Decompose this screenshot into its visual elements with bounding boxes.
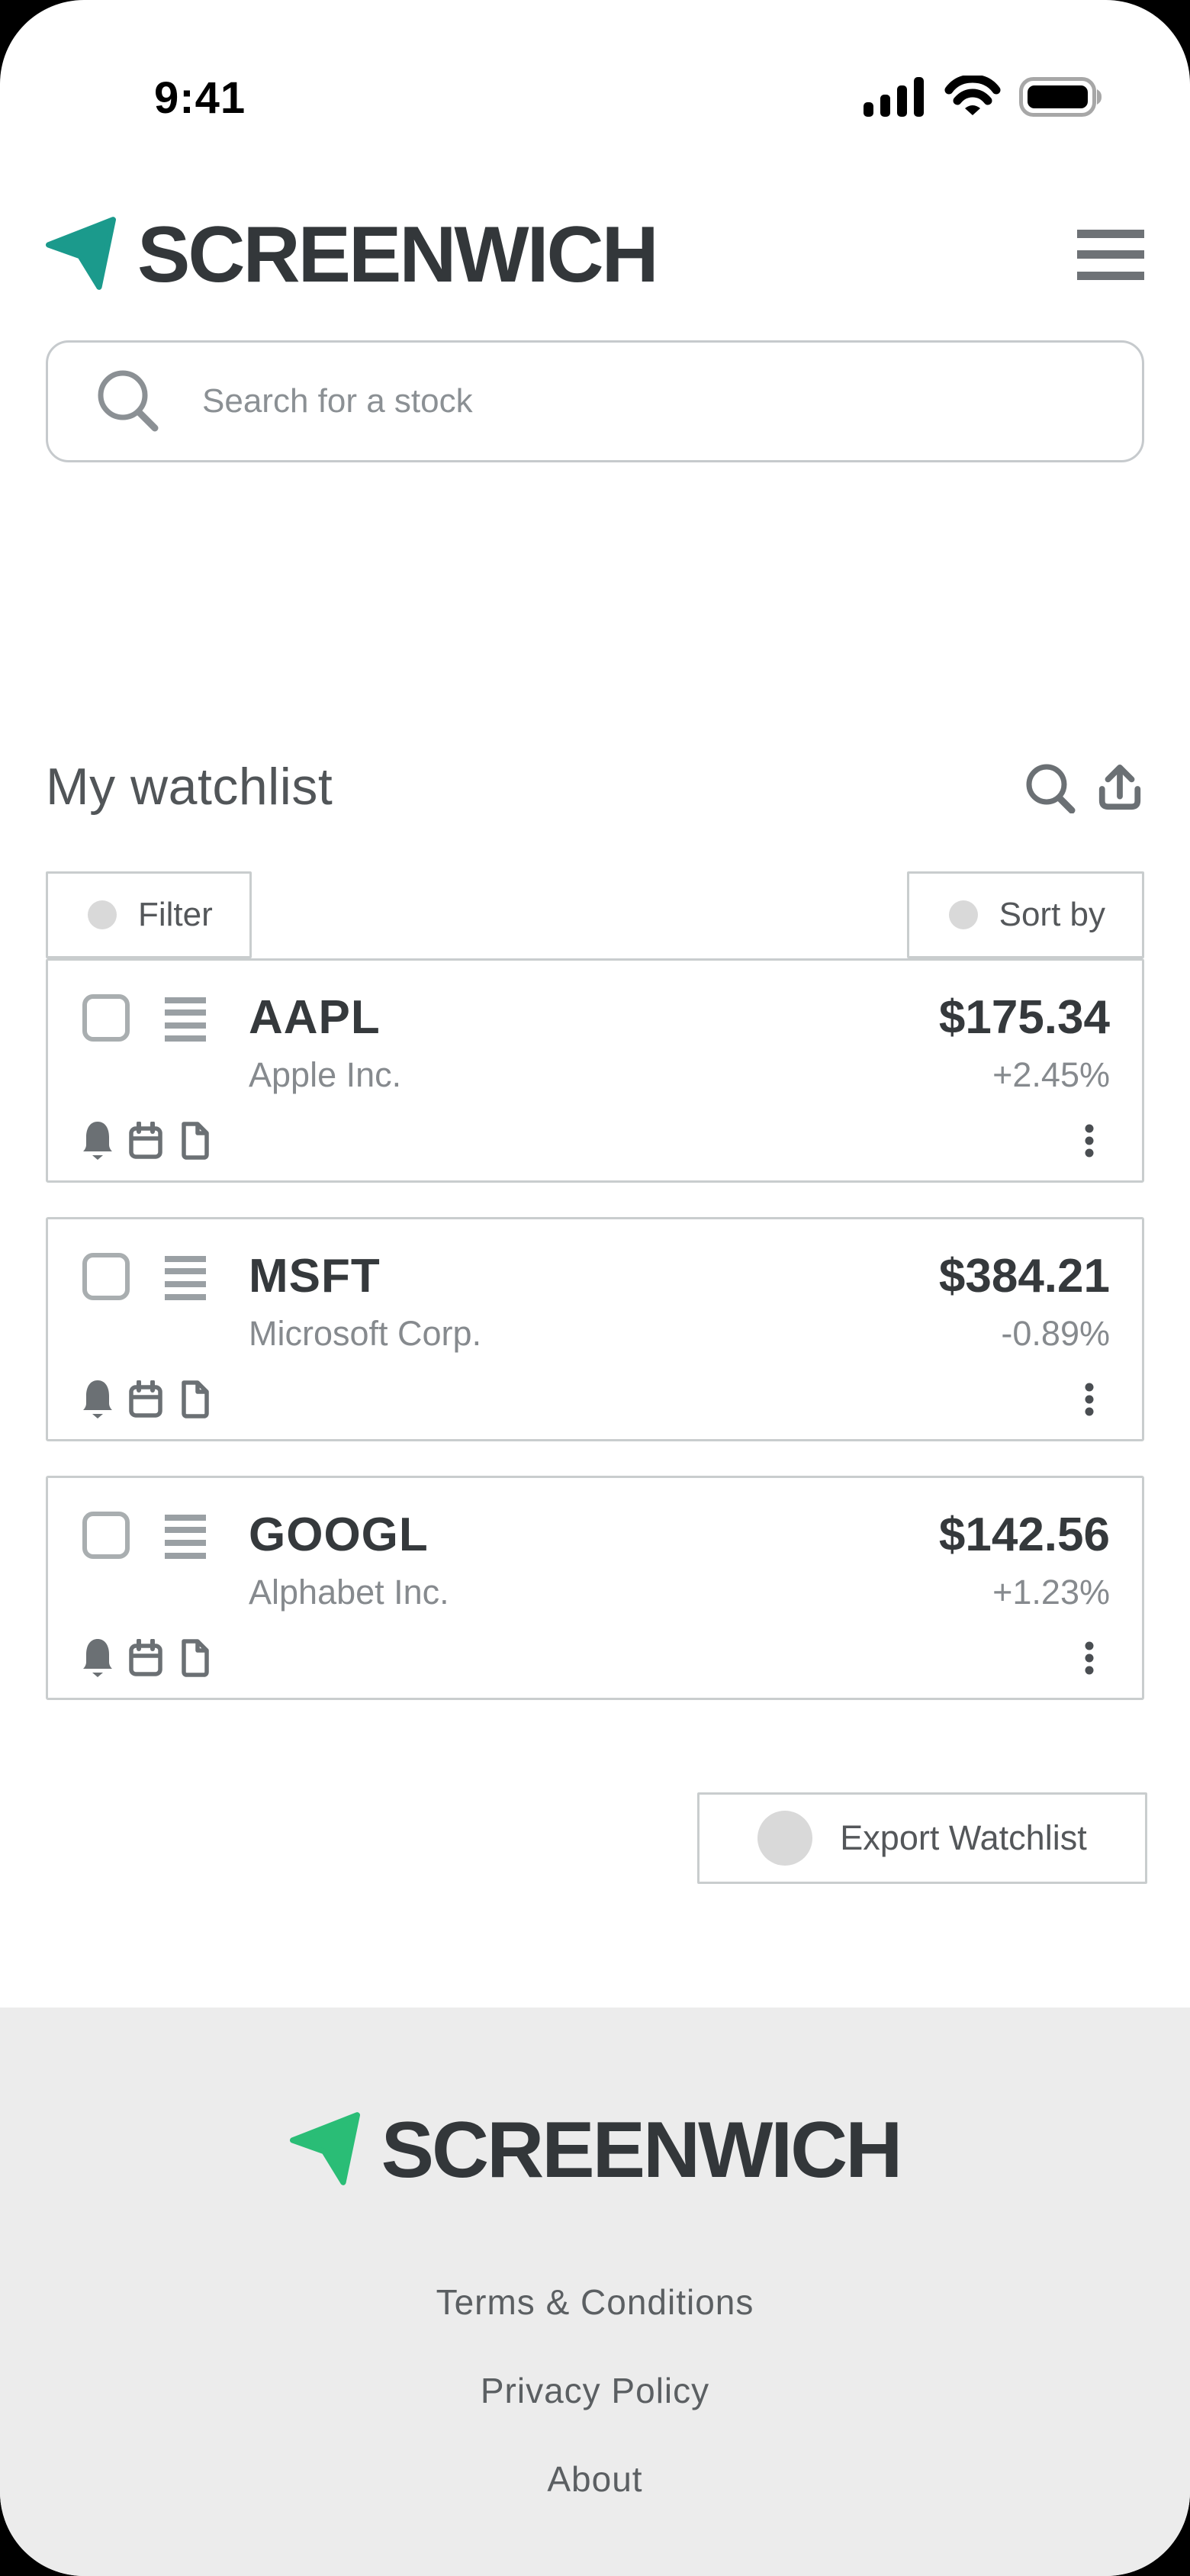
- stock-quote: $384.21 -0.89%: [939, 1253, 1110, 1354]
- stock-quote: $175.34 +2.45%: [939, 994, 1110, 1095]
- document-icon[interactable]: [178, 1380, 209, 1418]
- footer-brand-logo: SCREENWICH: [289, 2105, 903, 2196]
- stock-quote: $142.56 +1.23%: [939, 1512, 1110, 1612]
- stock-identity: MSFT Microsoft Corp.: [249, 1253, 481, 1354]
- card-action-row: [82, 1638, 1110, 1678]
- stock-company: Microsoft Corp.: [249, 1314, 482, 1353]
- stock-change: -0.89%: [1001, 1314, 1110, 1353]
- watchlist-header: My watchlist: [46, 752, 1144, 816]
- stock-card-aapl: AAPL Apple Inc. $175.34 +2.45%: [46, 958, 1144, 1183]
- calendar-icon[interactable]: [128, 1639, 163, 1677]
- share-icon[interactable]: [1095, 764, 1144, 813]
- filter-label: Filter: [138, 896, 213, 933]
- stock-ticker: AAPL: [249, 991, 381, 1044]
- watchlist-actions: [1025, 763, 1144, 816]
- wifi-icon: [944, 73, 1001, 121]
- select-checkbox[interactable]: [82, 994, 130, 1042]
- watchlist-search-icon[interactable]: [1025, 763, 1076, 813]
- export-row: Export Watchlist: [0, 1792, 1147, 1884]
- card-top-row: GOOGL Alphabet Inc. $142.56 +1.23%: [82, 1512, 1110, 1612]
- filter-dot-icon: [88, 900, 117, 929]
- calendar-icon[interactable]: [128, 1122, 163, 1160]
- brand-name: SCREENWICH: [137, 210, 659, 299]
- stock-change: +1.23%: [992, 1573, 1110, 1612]
- search-input[interactable]: [201, 382, 1111, 421]
- signal-icon: [864, 76, 926, 121]
- footer-links: Terms & Conditions Privacy Policy About: [436, 2281, 754, 2500]
- sort-dot-icon: [948, 900, 978, 929]
- brand-logo: SCREENWICH: [46, 210, 659, 301]
- select-checkbox[interactable]: [82, 1253, 130, 1300]
- stock-price: $142.56: [938, 1509, 1110, 1561]
- alert-bell-icon[interactable]: [82, 1121, 113, 1161]
- stock-price: $175.34: [938, 991, 1110, 1044]
- stock-identity: GOOGL Alphabet Inc.: [249, 1512, 449, 1612]
- stock-card-googl: GOOGL Alphabet Inc. $142.56 +1.23%: [46, 1476, 1144, 1700]
- stock-company: Alphabet Inc.: [249, 1573, 449, 1612]
- privacy-link[interactable]: Privacy Policy: [480, 2371, 710, 2410]
- drag-handle-icon[interactable]: [165, 997, 206, 1042]
- export-label: Export Watchlist: [840, 1818, 1087, 1857]
- stock-identity: AAPL Apple Inc.: [249, 994, 401, 1095]
- terms-link[interactable]: Terms & Conditions: [436, 2282, 754, 2322]
- select-checkbox[interactable]: [82, 1512, 130, 1559]
- stock-price: $384.21: [938, 1250, 1110, 1302]
- stock-card-msft: MSFT Microsoft Corp. $384.21 -0.89%: [46, 1217, 1144, 1441]
- paper-plane-icon: [46, 215, 116, 295]
- footer: SCREENWICH Terms & Conditions Privacy Po…: [0, 2008, 1190, 2576]
- document-icon[interactable]: [178, 1639, 209, 1677]
- stock-search-bar[interactable]: [46, 340, 1144, 462]
- filter-sort-row: Filter Sort by: [46, 871, 1144, 958]
- footer-brand-name: SCREENWICH: [381, 2106, 903, 2194]
- calendar-icon[interactable]: [128, 1380, 163, 1418]
- export-watchlist-button[interactable]: Export Watchlist: [697, 1792, 1147, 1884]
- document-icon[interactable]: [178, 1122, 209, 1160]
- drag-handle-icon[interactable]: [165, 1515, 206, 1559]
- card-top-row: AAPL Apple Inc. $175.34 +2.45%: [82, 994, 1110, 1095]
- status-icons: [864, 73, 1102, 121]
- drag-handle-icon[interactable]: [165, 1256, 206, 1300]
- kebab-menu-icon[interactable]: [1085, 1124, 1094, 1158]
- stock-change: +2.45%: [992, 1055, 1110, 1094]
- about-link[interactable]: About: [547, 2459, 643, 2499]
- card-top-row: MSFT Microsoft Corp. $384.21 -0.89%: [82, 1253, 1110, 1354]
- stock-ticker: MSFT: [249, 1250, 381, 1302]
- sort-label: Sort by: [999, 896, 1105, 933]
- alert-bell-icon[interactable]: [82, 1638, 113, 1678]
- status-time: 9:41: [154, 72, 246, 123]
- filter-button[interactable]: Filter: [46, 871, 252, 958]
- sort-by-button[interactable]: Sort by: [906, 871, 1144, 958]
- export-dot-icon: [757, 1811, 813, 1866]
- hamburger-menu-icon[interactable]: [1077, 230, 1144, 280]
- kebab-menu-icon[interactable]: [1085, 1641, 1094, 1675]
- status-bar: 9:41: [0, 73, 1190, 123]
- stock-company: Apple Inc.: [249, 1055, 402, 1094]
- search-icon: [95, 368, 159, 436]
- page-title: My watchlist: [46, 758, 333, 816]
- app-header: SCREENWICH: [0, 211, 1190, 299]
- card-action-row: [82, 1121, 1110, 1161]
- stock-ticker: GOOGL: [249, 1509, 429, 1561]
- paper-plane-icon: [289, 2111, 360, 2191]
- kebab-menu-icon[interactable]: [1085, 1383, 1094, 1416]
- battery-icon: [1019, 76, 1102, 121]
- card-action-row: [82, 1380, 1110, 1419]
- alert-bell-icon[interactable]: [82, 1380, 113, 1419]
